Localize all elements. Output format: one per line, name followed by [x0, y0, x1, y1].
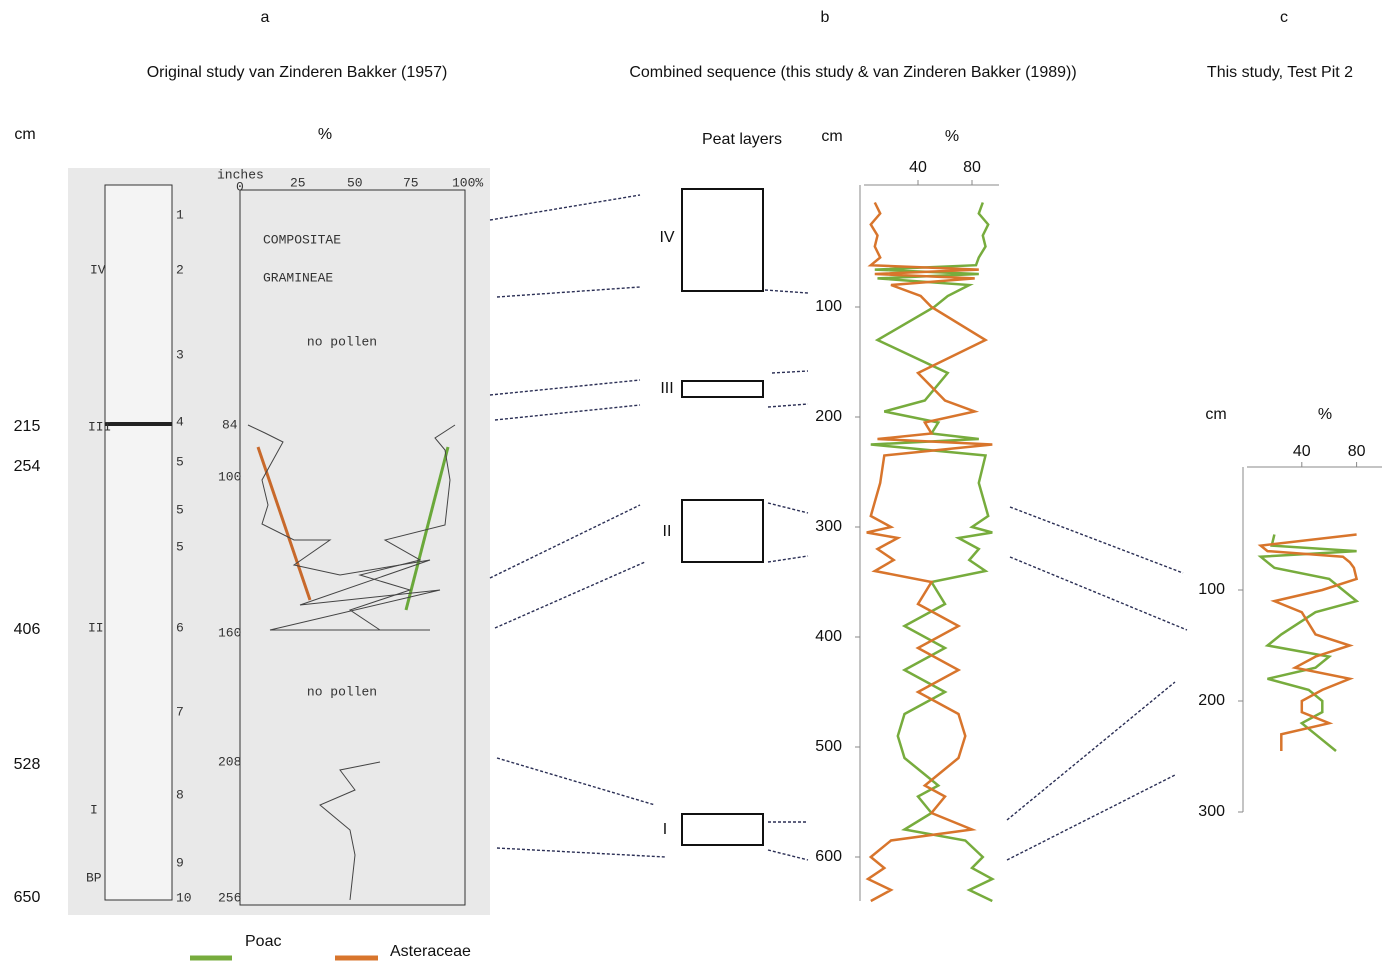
connector: [768, 850, 808, 860]
connector: [768, 404, 808, 407]
series-line: [867, 203, 993, 902]
scan-text: COMPOSITAE: [263, 232, 341, 247]
tick-label: 80: [1348, 443, 1366, 460]
axis-label: cm: [821, 128, 842, 145]
connector: [768, 503, 808, 513]
scan-text: 100%: [452, 175, 483, 190]
tick-label: 400: [815, 628, 842, 645]
core-column: [105, 185, 172, 900]
peat-label: II: [663, 523, 672, 540]
scan-text: 256: [218, 890, 241, 905]
depth-label: 406: [14, 621, 41, 638]
connector: [490, 380, 640, 395]
scan-text: 0: [236, 179, 244, 194]
panel-letter: a: [261, 9, 270, 26]
scan-text: II: [88, 620, 104, 635]
connector: [1010, 557, 1187, 630]
peat-label: I: [663, 821, 667, 838]
scan-text: 4: [176, 414, 184, 429]
tick-label: 100: [1198, 581, 1225, 598]
figure: a Original study van Zinderen Bakker (19…: [0, 0, 1384, 962]
axis-label: %: [1318, 406, 1332, 423]
connector: [490, 195, 640, 220]
peat-box: [682, 381, 763, 397]
peat-layers: Peat layers IV III II I: [659, 131, 782, 845]
scan-text: 7: [176, 704, 184, 719]
tick-label: 200: [1198, 692, 1225, 709]
axis-label: cm: [1205, 406, 1226, 423]
tick-label: 600: [815, 848, 842, 865]
connector: [772, 371, 808, 373]
peat-box: [682, 500, 763, 562]
scan-text: 3: [176, 347, 184, 362]
connector: [1007, 682, 1175, 820]
scan-text: 75: [403, 175, 419, 190]
scan-text: 100: [218, 469, 241, 484]
panel-title: This study, Test Pit 2: [1207, 64, 1353, 81]
tick-label: 500: [815, 738, 842, 755]
scan-text: 10: [176, 890, 192, 905]
depth-label: 254: [14, 458, 41, 475]
connector: [495, 562, 645, 628]
percent-label: %: [318, 126, 332, 143]
legend-label: Poac: [245, 933, 281, 950]
scan-text: 84: [222, 417, 238, 432]
connector: [490, 505, 640, 578]
depth-label: 528: [14, 756, 41, 773]
scan-text: BP: [86, 870, 102, 885]
scan-text: IV: [90, 262, 106, 277]
scan-text: 5: [176, 502, 184, 517]
scan-text: GRAMINEAE: [263, 270, 333, 285]
scan-text: 6: [176, 620, 184, 635]
tick-label: 80: [963, 159, 981, 176]
peat-box: [682, 814, 763, 845]
tick-label: 100: [815, 298, 842, 315]
connector: [497, 758, 655, 805]
axis-label: %: [945, 128, 959, 145]
scan-text: III: [88, 419, 111, 434]
scan-text: 9: [176, 855, 184, 870]
scan-text: 5: [176, 454, 184, 469]
depth-label: 650: [14, 889, 41, 906]
scan-text: no pollen: [307, 684, 377, 699]
connector: [497, 287, 640, 297]
connector: [1007, 775, 1175, 860]
legend-label: Asteraceae: [390, 943, 471, 960]
panel-headers: a Original study van Zinderen Bakker (19…: [147, 9, 1353, 81]
legend: Poac Asteraceae: [190, 933, 471, 960]
tick-label: 40: [1293, 443, 1311, 460]
connector: [765, 290, 808, 293]
tick-label: 300: [1198, 803, 1225, 820]
depth-label: 215: [14, 418, 41, 435]
scan-text: 208: [218, 754, 241, 769]
scan-text: 8: [176, 787, 184, 802]
peat-label: IV: [659, 229, 674, 246]
tick-label: 40: [909, 159, 927, 176]
tick-label: 200: [815, 408, 842, 425]
connector: [495, 405, 640, 420]
connector: [1010, 507, 1183, 573]
panel-title: Original study van Zinderen Bakker (1957…: [147, 64, 448, 81]
panel-letter: b: [821, 9, 830, 26]
scan-text: 25: [290, 175, 306, 190]
peat-label: III: [660, 380, 673, 397]
connector: [768, 556, 808, 562]
scan-text: 5: [176, 539, 184, 554]
peat-box: [682, 189, 763, 291]
panel-title: Combined sequence (this study & van Zind…: [629, 64, 1076, 81]
connector: [497, 848, 665, 857]
panel-letter: c: [1280, 9, 1288, 26]
scan: inches 0 25 50 75 100% 84 100 160 208 25…: [68, 167, 490, 915]
scan-text: 50: [347, 175, 363, 190]
unit-label: cm: [14, 126, 35, 143]
tick-label: 300: [815, 518, 842, 535]
scan-text: 160: [218, 625, 241, 640]
peat-title: Peat layers: [702, 131, 782, 148]
scan-text: 2: [176, 262, 184, 277]
scan-text: no pollen: [307, 334, 377, 349]
scan-text: 1: [176, 207, 184, 222]
panel-a: cm % 215 254 406 528 650 inches 0 25 50 …: [14, 126, 490, 915]
scan-text: I: [90, 802, 98, 817]
